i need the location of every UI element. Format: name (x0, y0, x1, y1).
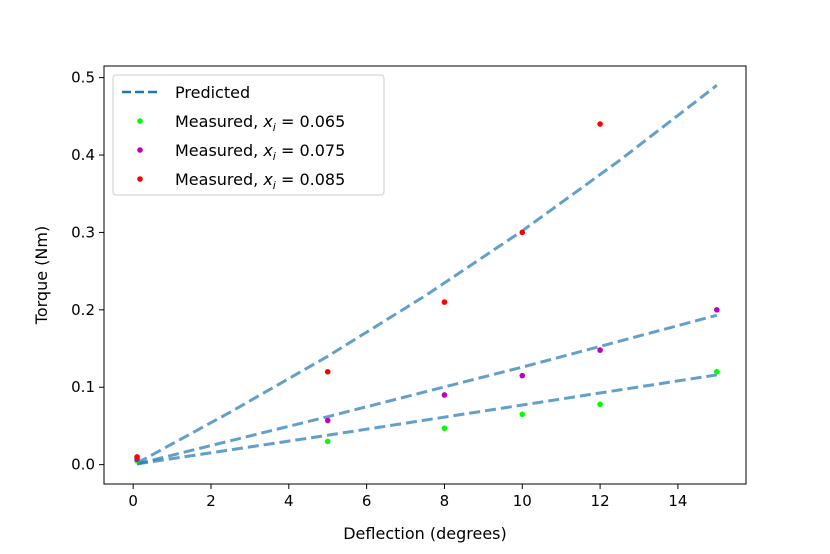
measured-point-3-4 (519, 229, 526, 236)
measured-point-3-1 (134, 454, 140, 460)
y-tick-label: 0.4 (71, 146, 95, 164)
axis-ticks: 0 2 4 6 8 10 12 14 0.0 0.1 0.2 0.3 0.4 0.5 (71, 69, 687, 510)
x-tick-label: 6 (362, 492, 372, 510)
x-tick-label: 14 (668, 492, 687, 510)
measured-point-2-3 (441, 392, 448, 398)
predicted-line-3 (136, 373, 718, 466)
measured-point-2-6 (714, 307, 720, 313)
y-tick-label: 0.0 (71, 456, 95, 474)
legend-swatch-measured-2 (137, 147, 143, 153)
y-tick-label: 0.1 (71, 378, 95, 396)
measured-point-1-3 (441, 425, 448, 432)
x-tick-label: 12 (591, 492, 610, 510)
measured-point-1-2 (324, 438, 331, 445)
x-tick-label: 4 (284, 492, 294, 510)
x-tick-label: 0 (128, 492, 138, 510)
predicted-line-1 (136, 84, 718, 465)
y-tick-label: 0.3 (71, 223, 95, 241)
measured-point-3-3 (441, 299, 448, 305)
measured-point-1-5 (597, 401, 603, 408)
measured-point-1-6 (714, 368, 720, 375)
legend-label-measured-2: Measured, xi = 0.075 (175, 141, 345, 163)
measured-point-2-5 (597, 347, 603, 353)
legend-label-predicted: Predicted (175, 83, 250, 102)
measured-point-2-2 (324, 417, 331, 424)
legend-swatch-measured-1 (137, 118, 143, 124)
legend-label-measured-3: Measured, xi = 0.085 (175, 170, 345, 192)
legend: Predicted Measured, xi = 0.065 Measured,… (112, 74, 385, 196)
axes-frame (103, 65, 747, 485)
measured-point-3-5 (597, 121, 603, 127)
legend-label-measured-1: Measured, xi = 0.065 (175, 112, 345, 134)
y-tick-label: 0.2 (71, 301, 95, 319)
x-axis-label: Deflection (degrees) (343, 524, 507, 543)
x-tick-label: 8 (440, 492, 450, 510)
legend-box (112, 74, 385, 196)
legend-swatch-measured-3 (137, 176, 143, 182)
predicted-line-2 (136, 313, 718, 466)
plot-area (134, 84, 720, 466)
y-axis-label: Torque (Nm) (32, 226, 51, 325)
measured-point-2-4 (519, 372, 526, 379)
y-tick-label: 0.5 (71, 69, 95, 87)
measured-point-3-2 (324, 368, 331, 375)
x-tick-label: 10 (513, 492, 532, 510)
measured-point-1-4 (519, 411, 526, 418)
x-tick-label: 2 (206, 492, 216, 510)
